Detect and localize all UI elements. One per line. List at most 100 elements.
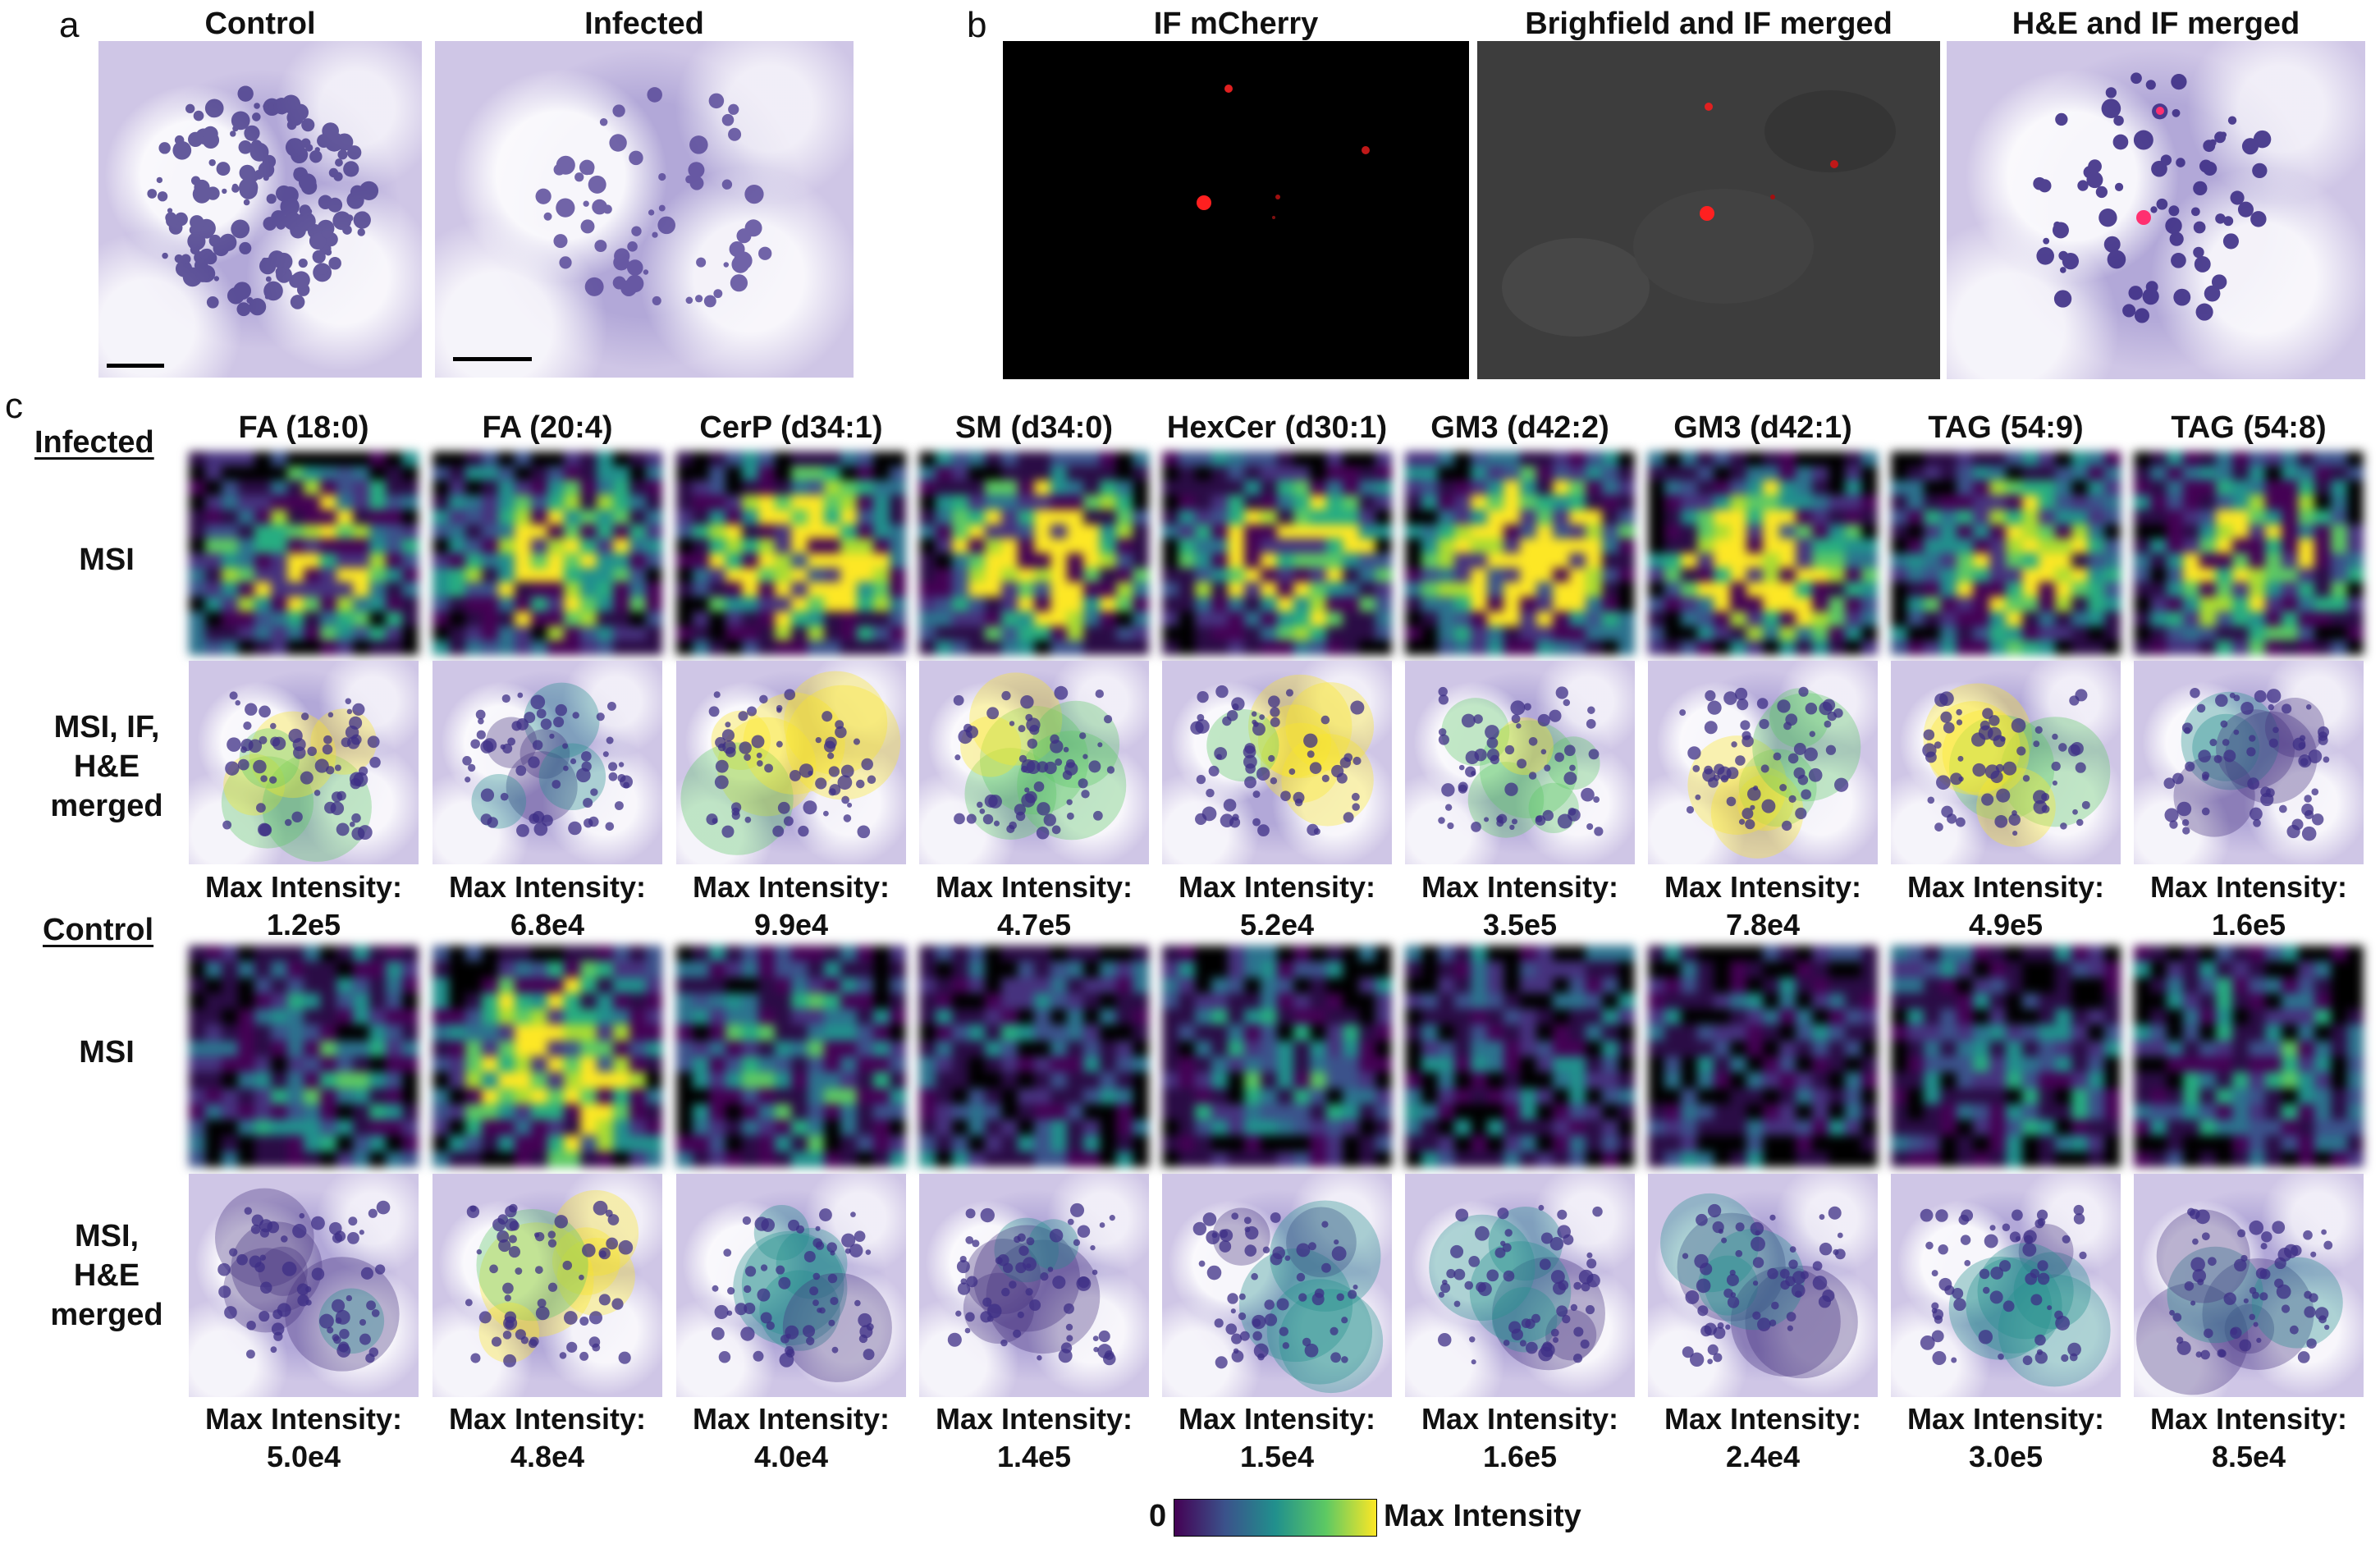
msi-pixel	[1228, 977, 1245, 994]
msi-pixel	[758, 480, 776, 497]
msi-pixel	[1973, 509, 1990, 525]
msi-pixel	[1957, 553, 1974, 569]
msi-pixel	[2071, 977, 2089, 994]
msi-pixel	[824, 961, 841, 978]
msi-pixel	[449, 1009, 466, 1026]
msi-pixel	[189, 538, 206, 554]
msi-pixel	[271, 611, 288, 627]
msi-pixel	[433, 1024, 450, 1042]
msi-pixel	[1779, 640, 1796, 655]
msi-pixel	[1746, 1072, 1764, 1089]
msi-pixel	[1162, 597, 1179, 612]
nucleus	[2128, 286, 2143, 300]
msi-pixel	[613, 946, 630, 963]
msi-pixel	[1343, 640, 1360, 655]
msi-pixel	[1343, 597, 1360, 612]
msi-pixel	[1067, 611, 1084, 627]
msi-pixel	[758, 1088, 776, 1105]
nucleus	[689, 135, 708, 154]
msi-pixel	[1569, 1103, 1586, 1121]
msi-pixel	[2071, 1120, 2089, 1137]
msi-pixel	[2282, 567, 2299, 584]
msi-pixel	[2216, 1009, 2233, 1026]
msi-pixel	[564, 1120, 581, 1137]
msi-pixel	[531, 597, 548, 612]
msi-pixel	[1293, 567, 1311, 584]
msi-pixel	[498, 495, 515, 511]
msi-pixel	[1779, 1024, 1796, 1042]
msi-pixel	[1067, 451, 1084, 467]
msi-pixel	[2167, 961, 2184, 978]
nucleus	[2215, 213, 2226, 224]
panel-b-title-he-if: H&E and IF merged	[2012, 7, 2300, 41]
msi-pixel	[2088, 1024, 2105, 1042]
msi-pixel	[1618, 1120, 1635, 1137]
msi-pixel	[742, 509, 759, 525]
msi-pixel	[857, 553, 874, 569]
max-intensity-label: Max Intensity:	[204, 870, 403, 904]
msi-pixel	[1050, 1103, 1068, 1121]
msi-pixel	[824, 946, 841, 963]
msi-pixel	[791, 567, 808, 584]
msi-pixel	[1828, 567, 1846, 584]
msi-pixel	[1343, 1024, 1360, 1042]
msi-pixel	[580, 465, 597, 482]
msi-pixel	[580, 495, 597, 511]
msi-pixel	[824, 524, 841, 540]
msi-pixel	[985, 597, 1002, 612]
msi-pixel	[936, 451, 953, 467]
msi-pixel	[1034, 538, 1051, 554]
msi-pixel	[2249, 567, 2266, 584]
msi-pixel	[1438, 1072, 1455, 1089]
msi-pixel	[336, 1024, 354, 1042]
msi-pixel	[1618, 1135, 1635, 1152]
msi-pixel	[597, 524, 614, 540]
msi-pixel	[952, 1056, 969, 1074]
msi-pixel	[1034, 1072, 1051, 1089]
msi-pixel	[1940, 1072, 1957, 1089]
msi-pixel	[2039, 1009, 2056, 1026]
msi-pixel	[1602, 1151, 1619, 1167]
msi-pixel	[2232, 992, 2250, 1010]
msi-pixel	[1586, 1056, 1603, 1074]
msi-pixel	[1602, 1056, 1619, 1074]
msi-pixel	[1504, 961, 1521, 978]
msi-pixel	[2006, 1088, 2023, 1105]
infected-msi-image	[1405, 451, 1635, 655]
msi-pixel	[320, 1040, 337, 1057]
msi-pixel	[482, 480, 499, 497]
msi-pixel	[189, 553, 206, 569]
msi-pixel	[1845, 597, 1862, 612]
msi-pixel	[808, 524, 825, 540]
msi-pixel	[2150, 946, 2167, 963]
max-intensity-value: 1.4e5	[996, 1440, 1072, 1473]
msi-pixel	[2331, 1120, 2348, 1137]
msi-pixel	[1520, 1120, 1537, 1137]
msi-pixel	[1421, 1056, 1439, 1074]
msi-pixel	[547, 611, 565, 627]
msi-pixel	[1001, 582, 1018, 598]
msi-pixel	[1602, 509, 1619, 525]
msi-pixel	[1973, 1120, 1990, 1137]
msi-pixel	[613, 992, 630, 1010]
msi-pixel	[1438, 977, 1455, 994]
msi-pixel	[1586, 509, 1603, 525]
msi-pixel	[1648, 1135, 1665, 1152]
msi-pixel	[222, 1088, 239, 1105]
msi-pixel	[1586, 977, 1603, 994]
msi-pixel	[775, 1135, 792, 1152]
nucleus	[631, 226, 642, 236]
msi-pixel	[2055, 1024, 2072, 1042]
msi-pixel	[2314, 451, 2332, 467]
msi-pixel	[2088, 1072, 2105, 1089]
msi-pixel	[449, 1040, 466, 1057]
msi-pixel	[2088, 625, 2105, 642]
msi-pixel	[1989, 961, 2007, 978]
msi-pixel	[676, 495, 693, 511]
msi-pixel	[791, 1103, 808, 1121]
msi-pixel	[1375, 1135, 1392, 1152]
merged-overlay	[221, 691, 381, 862]
msi-pixel	[1845, 524, 1862, 540]
msi-pixel	[2331, 538, 2348, 554]
msi-pixel	[1907, 509, 1925, 525]
